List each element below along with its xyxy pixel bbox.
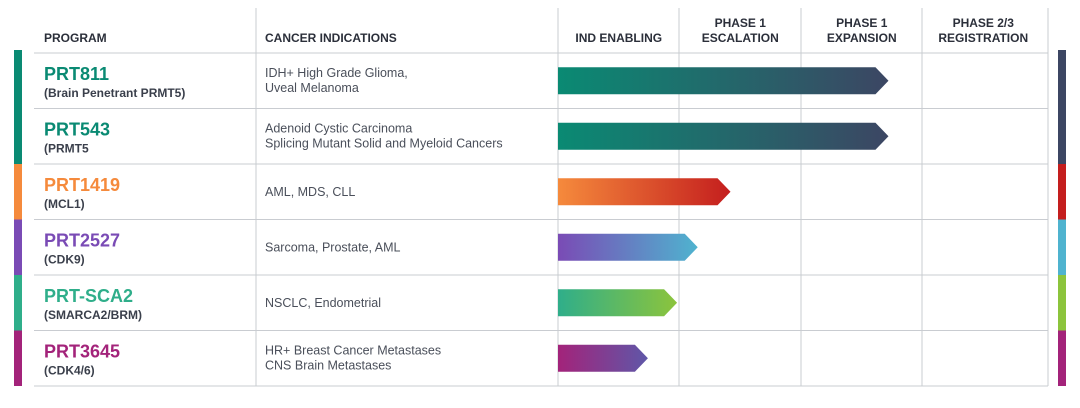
right-color-strip xyxy=(1058,108,1066,164)
header-phase-2-line-1: PHASE 1 xyxy=(715,16,767,30)
indication-line: Adenoid Cystic Carcinoma xyxy=(265,122,412,136)
right-color-strip xyxy=(1058,330,1066,386)
program-row-prt2527: PRT2527 (CDK9) Sarcoma, Prostate, AML xyxy=(44,231,401,267)
program-row-prt-sca2: PRT-SCA2 (SMARCA2/BRM) NSCLC, Endometrial xyxy=(44,286,381,322)
program-target: (PRMT5 xyxy=(44,142,89,156)
program-rows: PRT811 (Brain Penetrant PRMT5) IDH+ High G… xyxy=(44,64,503,378)
program-target: (CDK9) xyxy=(44,253,85,267)
program-target: (Brain Penetrant PRMT5) xyxy=(44,86,185,100)
left-color-strip xyxy=(14,50,22,109)
indication-line: Splicing Mutant Solid and Myeloid Cancer… xyxy=(265,137,503,151)
program-row-prt811: PRT811 (Brain Penetrant PRMT5) IDH+ High G… xyxy=(44,64,408,100)
right-color-strip xyxy=(1058,164,1066,220)
right-color-strip xyxy=(1058,275,1066,331)
program-row-prt1419: PRT1419 (MCL1) AML, MDS, CLL xyxy=(44,175,355,211)
left-color-strip xyxy=(14,330,22,386)
header-program: PROGRAM xyxy=(44,31,107,45)
program-name: PRT3645 xyxy=(44,342,120,362)
program-name: PRT1419 xyxy=(44,175,120,195)
header-phase-4-line-1: PHASE 2/3 xyxy=(953,16,1015,30)
header-phase-1-line-1: IND ENABLING xyxy=(575,31,662,45)
header-phase-3-line-2: EXPANSION xyxy=(827,31,897,45)
header-row: PROGRAM CANCER INDICATIONS IND ENABLING PHA… xyxy=(44,16,1028,45)
indication-line: IDH+ High Grade Glioma, xyxy=(265,66,408,80)
header-phase-3-line-1: PHASE 1 xyxy=(836,16,888,30)
program-target: (CDK4/6) xyxy=(44,364,95,378)
left-color-strip xyxy=(14,219,22,275)
indication-line: Uveal Melanoma xyxy=(265,81,359,95)
indication-line: CNS Brain Metastases xyxy=(265,359,391,373)
program-target: (MCL1) xyxy=(44,197,85,211)
left-color-strip xyxy=(14,164,22,220)
progress-bar-prt3645 xyxy=(558,344,648,372)
header-cancer-indications: CANCER INDICATIONS xyxy=(265,31,397,45)
program-name: PRT543 xyxy=(44,120,110,140)
progress-bar-prt2527 xyxy=(558,233,698,261)
program-row-prt3645: PRT3645 (CDK4/6) HR+ Breast Cancer Metasta… xyxy=(44,342,441,378)
program-row-prt543: PRT543 (PRMT5 Adenoid Cystic CarcinomaSpli… xyxy=(44,120,503,156)
indication-line: AML, MDS, CLL xyxy=(265,185,355,199)
progress-bar-prt811 xyxy=(558,67,889,95)
progress-bar-prt1419 xyxy=(558,178,731,206)
indication-line: Sarcoma, Prostate, AML xyxy=(265,241,401,255)
progress-bar-prt-sca2 xyxy=(558,289,678,317)
right-color-strip xyxy=(1058,50,1066,109)
left-color-strip xyxy=(14,275,22,331)
right-color-strip xyxy=(1058,219,1066,275)
indication-line: HR+ Breast Cancer Metastases xyxy=(265,344,441,358)
header-phase-2-line-2: ESCALATION xyxy=(702,31,779,45)
program-target: (SMARCA2/BRM) xyxy=(44,308,142,322)
grid-lines xyxy=(34,8,1049,387)
header-phase-4-line-2: REGISTRATION xyxy=(938,31,1028,45)
progress-bar-prt543 xyxy=(558,122,889,150)
program-name: PRT811 xyxy=(44,64,109,84)
side-color-bars xyxy=(14,50,1066,386)
program-name: PRT2527 xyxy=(44,231,120,251)
left-color-strip xyxy=(14,108,22,164)
indication-line: NSCLC, Endometrial xyxy=(265,296,381,310)
progress-bars xyxy=(558,67,889,372)
program-name: PRT-SCA2 xyxy=(44,286,133,306)
